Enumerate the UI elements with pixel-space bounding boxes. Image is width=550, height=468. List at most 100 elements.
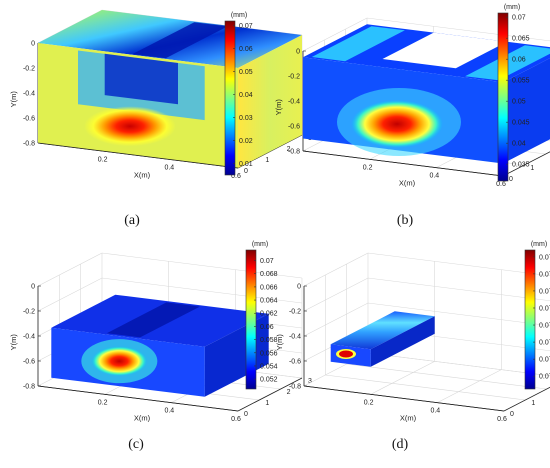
- x-axis-line: [303, 385, 505, 412]
- z-tick-label: 0: [244, 168, 248, 175]
- y-tick-label: -0.8: [23, 384, 35, 391]
- y-tick-label: -0.2: [23, 309, 35, 316]
- z-tick-label: 3: [308, 378, 312, 385]
- z-tick-label: 1: [531, 400, 535, 407]
- y-tick-label: 0: [31, 284, 35, 291]
- y-tick-label: -0.6: [289, 359, 301, 366]
- grid-line: [325, 374, 526, 401]
- colorbar-tick-label: 0.062: [260, 311, 278, 318]
- colorbar-unit: (mm): [231, 12, 247, 19]
- x-tick-label: 0.4: [164, 408, 174, 415]
- colorbar-tick-label: 0.06: [512, 57, 526, 64]
- x-tick-label: 0.6: [497, 416, 507, 423]
- grid-line: [346, 363, 547, 390]
- surface-side: [238, 35, 302, 168]
- x-tick-label: 0.4: [430, 408, 440, 415]
- z-axis-line: [503, 386, 550, 412]
- colorbar-tick-label: 0.02: [239, 138, 253, 145]
- colorbar-tick-label: 0.054: [260, 363, 278, 370]
- y-tick-label: -0.8: [288, 149, 300, 156]
- x-tick-label: 0.2: [363, 164, 373, 171]
- panel-caption: (d): [392, 437, 409, 452]
- x-axis-line: [37, 385, 239, 412]
- colorbar-tick-label: 0.064: [260, 298, 278, 305]
- z-axis-line: [237, 377, 303, 412]
- colorbar-tick-label: 0.03: [239, 115, 253, 122]
- z-tick-label: 1: [530, 165, 534, 172]
- colorbar-tick-label: 0.05: [239, 69, 253, 76]
- y-tick-label: -0.8: [289, 384, 301, 391]
- z-tick-label: 0: [509, 176, 513, 183]
- chart-panel-a: 0-0.2-0.4-0.6-0.80.20.40.60123X(m)Y(m)(m…: [9, 9, 312, 228]
- colorbar-tick-label: 0.0708: [539, 323, 550, 330]
- colorbar-unit: (mm): [504, 4, 520, 11]
- x-tick-label: 0.4: [164, 165, 174, 172]
- x-tick-label: 0.2: [364, 399, 374, 406]
- z-axis-line: [502, 151, 550, 177]
- colorbar: [524, 249, 536, 390]
- x-tick-label: 0.4: [429, 173, 439, 180]
- y-tick-label: -0.2: [288, 74, 300, 81]
- panel-caption: (c): [128, 437, 144, 452]
- colorbar: [497, 12, 509, 182]
- z-tick-label: 0: [244, 411, 248, 418]
- grid-line: [370, 361, 435, 395]
- x-tick-label: 0.6: [496, 181, 506, 188]
- colorbar-tick-label: 0.066: [260, 284, 278, 291]
- colorbar-tick-label: 0.056: [260, 350, 278, 357]
- surface-band-core: [104, 53, 178, 105]
- surface-cutout: [382, 32, 507, 69]
- y-tick-label: 0: [296, 49, 300, 56]
- colorbar-tick-label: 0.04: [512, 141, 526, 148]
- y-axis-label: Y(m): [275, 334, 284, 351]
- y-tick-label: -0.6: [23, 116, 35, 123]
- colorbar-tick-label: 0.0714: [539, 271, 550, 278]
- y-tick-label: -0.4: [289, 334, 301, 341]
- colorbar-tick-label: 0.071: [539, 305, 550, 312]
- x-axis-label: X(m): [134, 414, 151, 423]
- x-tick-label: 0.2: [98, 156, 108, 163]
- colorbar-tick-label: 0.052: [260, 377, 278, 384]
- surface-stripe: [106, 302, 200, 338]
- x-axis-label: X(m): [399, 179, 416, 188]
- x-axis-line: [37, 142, 239, 169]
- colorbar-tick-label: 0.055: [512, 78, 530, 85]
- colorbar-tick-label: 0.07: [512, 15, 526, 22]
- colorbar-tick-label: 0.07: [260, 258, 274, 265]
- colorbar-tick-label: 0.0706: [539, 340, 550, 347]
- y-tick-label: -0.2: [23, 66, 35, 73]
- chart-panel-c: 0-0.2-0.4-0.6-0.80.20.40.60123X(m)Y(m)(m…: [9, 241, 312, 452]
- y-tick-label: -0.6: [23, 359, 35, 366]
- surface-channel: [132, 22, 228, 59]
- colorbar: [245, 249, 257, 390]
- y-tick-label: -0.4: [23, 91, 35, 98]
- y-tick-label: -0.4: [288, 99, 300, 106]
- colorbar-tick-label: 0.065: [512, 36, 530, 43]
- grid-line: [303, 252, 550, 287]
- colorbar-tick-label: 0.01: [239, 161, 253, 168]
- grid-line: [303, 277, 550, 312]
- colorbar-tick-label: 0.068: [260, 271, 278, 278]
- hotspot: [84, 106, 176, 147]
- panel-caption: (b): [397, 213, 414, 228]
- x-tick-label: 0.6: [231, 173, 241, 180]
- hotspot: [351, 100, 443, 148]
- colorbar-tick-label: 0.04: [239, 92, 253, 99]
- y-tick-label: -0.2: [289, 309, 301, 316]
- grid-line: [437, 369, 502, 403]
- colorbar-tick-label: 0.0702: [539, 374, 550, 381]
- y-tick-label: -0.4: [23, 334, 35, 341]
- surface-top: [330, 311, 435, 350]
- colorbar: [224, 20, 236, 176]
- y-tick-label: 0: [297, 284, 301, 291]
- surface-rim: [311, 26, 405, 62]
- z-tick-label: 2: [287, 146, 291, 153]
- surface-side: [503, 58, 550, 164]
- colorbar-tick-label: 0.0716: [539, 254, 550, 261]
- colorbar-tick-label: 0.06: [239, 46, 253, 53]
- x-axis-label: X(m): [400, 414, 417, 423]
- colorbar-tick-label: 0.035: [512, 162, 530, 169]
- x-tick-label: 0.2: [98, 399, 108, 406]
- colorbar-tick-label: 0.07: [239, 23, 253, 30]
